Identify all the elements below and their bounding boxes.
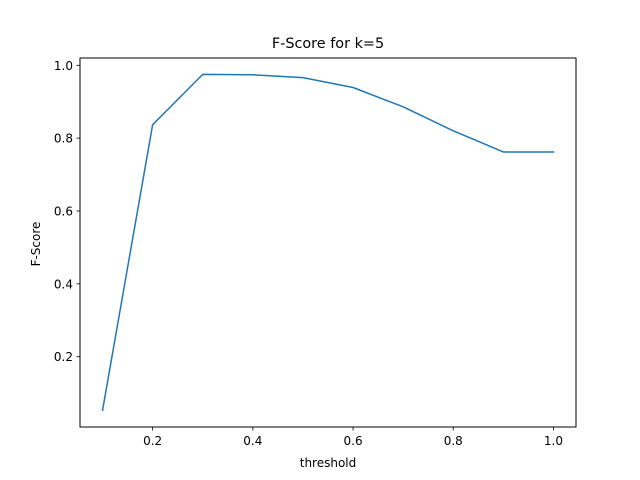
x-axis-label: threshold [300, 456, 357, 470]
plot-area [101, 73, 555, 412]
x-tick-label: 0.4 [243, 434, 262, 448]
y-tick-label: 0.8 [54, 132, 73, 146]
x-tick-label: 1.0 [544, 434, 563, 448]
y-tick-label: 0.4 [54, 277, 73, 291]
series-line [101, 73, 555, 412]
x-axis: 0.2 0.4 0.6 0.8 1.0 [143, 427, 563, 448]
y-tick-label: 0.6 [54, 204, 73, 218]
y-axis-label: F-Score [29, 222, 43, 267]
x-tick-label: 0.6 [344, 434, 363, 448]
plot-frame [79, 57, 577, 428]
y-axis: 0.2 0.4 0.6 0.8 1.0 [54, 59, 80, 364]
y-tick-label: 1.0 [54, 59, 73, 73]
x-tick-label: 0.2 [143, 434, 162, 448]
y-tick-label: 0.2 [54, 350, 73, 364]
x-tick-label: 0.8 [444, 434, 463, 448]
chart-title: F-Score for k=5 [272, 36, 384, 52]
